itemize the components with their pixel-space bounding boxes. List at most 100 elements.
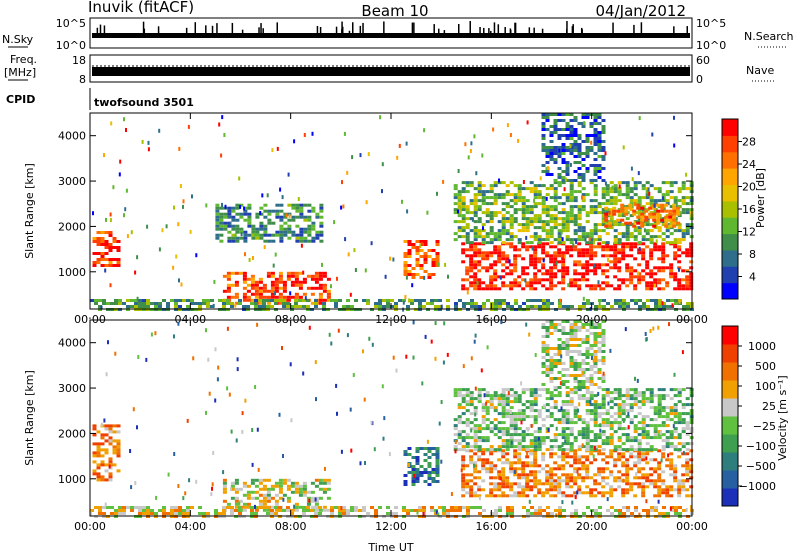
heatmap-cell (485, 400, 490, 404)
heatmap-cell (577, 251, 582, 255)
heatmap-cell (319, 209, 324, 213)
heatmap-cell (434, 321, 437, 326)
heatmap-cell (669, 275, 674, 279)
heatmap-cell (602, 371, 605, 376)
heatmap-cell (621, 232, 626, 236)
heatmap-cell (541, 347, 546, 350)
heatmap-cell (577, 149, 582, 152)
heatmap-cell (673, 115, 675, 120)
heatmap-cell (541, 424, 546, 428)
heatmap-cell (649, 397, 654, 401)
heatmap-cell (146, 299, 150, 302)
heatmap-cell (469, 263, 474, 267)
heatmap-cell (469, 217, 474, 221)
heatmap-cell (469, 284, 474, 288)
heatmap-cell (657, 467, 662, 471)
heatmap-cell (461, 278, 466, 282)
heatmap-cell (617, 485, 622, 489)
heatmap-cell (287, 172, 290, 177)
heatmap-cell (621, 488, 626, 492)
heatmap-cell (242, 295, 247, 299)
heatmap-cell (593, 406, 598, 410)
heatmap-cell (210, 492, 213, 497)
heatmap-cell (577, 383, 582, 386)
heatmap-cell (286, 478, 291, 482)
heatmap-cell (302, 509, 306, 512)
heatmap-cell (146, 305, 150, 308)
heatmap-cell (534, 299, 538, 302)
heatmap-cell (641, 491, 646, 495)
heatmap-cell (465, 449, 470, 453)
heatmap-cell (573, 217, 578, 221)
heatmap-cell (681, 388, 686, 392)
heatmap-cell (549, 359, 554, 362)
heatmap-cell (270, 286, 275, 290)
heatmap-cell (565, 436, 570, 440)
heatmap-cell (274, 506, 278, 509)
heatmap-cell (585, 386, 590, 389)
heatmap-cell (109, 212, 112, 217)
heatmap-cell (549, 152, 554, 155)
heatmap-cell (302, 299, 306, 302)
heatmap-cell (641, 403, 646, 407)
heatmap-cell (485, 266, 490, 270)
heatmap-cell (637, 241, 642, 245)
heatmap-cell (593, 187, 598, 191)
heatmap-cell (501, 430, 506, 434)
heatmap-cell (569, 323, 574, 326)
heatmap-cell (497, 488, 502, 492)
heatmap-cell (577, 473, 582, 477)
heatmap-cell (669, 266, 674, 270)
heatmap-cell (565, 332, 570, 335)
heatmap-cell (198, 305, 202, 308)
heatmap-cell (685, 269, 690, 273)
heatmap-cell (534, 512, 538, 515)
heatmap-cell (489, 400, 494, 404)
heatmap-cell (435, 474, 440, 477)
heatmap-cell (254, 283, 259, 287)
heatmap-cell (521, 476, 526, 480)
heatmap-cell (681, 412, 686, 416)
heatmap-cell (621, 245, 626, 249)
heatmap-cell (526, 305, 530, 308)
heatmap-cell (254, 490, 259, 494)
heatmap-cell (585, 400, 590, 404)
heatmap-cell (219, 212, 224, 216)
heatmap-cell (465, 235, 470, 239)
heatmap-cell (407, 447, 412, 450)
heatmap-cell (465, 485, 470, 489)
heatmap-cell (419, 447, 424, 450)
heatmap-cell (657, 229, 662, 233)
heatmap-cell (250, 286, 255, 290)
heatmap-cell (669, 458, 674, 462)
heatmap-cell (230, 506, 234, 509)
heatmap-cell (303, 236, 308, 240)
heatmap-cell (541, 122, 546, 125)
heatmap-cell (234, 496, 239, 500)
heatmap-cell (100, 442, 105, 446)
heatmap-cell (481, 254, 486, 258)
heatmap-cell (601, 400, 606, 404)
heatmap-cell (366, 512, 370, 515)
heatmap-cell (681, 199, 686, 203)
heatmap-cell (485, 394, 490, 398)
heatmap-cell (170, 512, 174, 515)
heatmap-cell (279, 218, 284, 222)
heatmap-cell (533, 198, 536, 203)
heatmap-cell (92, 469, 97, 473)
heatmap-cell (533, 473, 538, 477)
heatmap-cell (507, 391, 510, 396)
heatmap-cell (577, 146, 582, 149)
heatmap-cell (461, 488, 466, 492)
heatmap-cell (601, 491, 606, 495)
heatmap-cell (362, 509, 366, 512)
heatmap-cell (476, 281, 479, 286)
heatmap-cell (569, 485, 574, 489)
heatmap-cell (585, 152, 590, 155)
heatmap-cell (242, 286, 247, 290)
heatmap-cell (473, 134, 476, 139)
heatmap-cell (553, 347, 558, 350)
heatmap-cell (461, 430, 466, 434)
heatmap-cell (122, 506, 126, 509)
heatmap-cell (103, 153, 105, 158)
